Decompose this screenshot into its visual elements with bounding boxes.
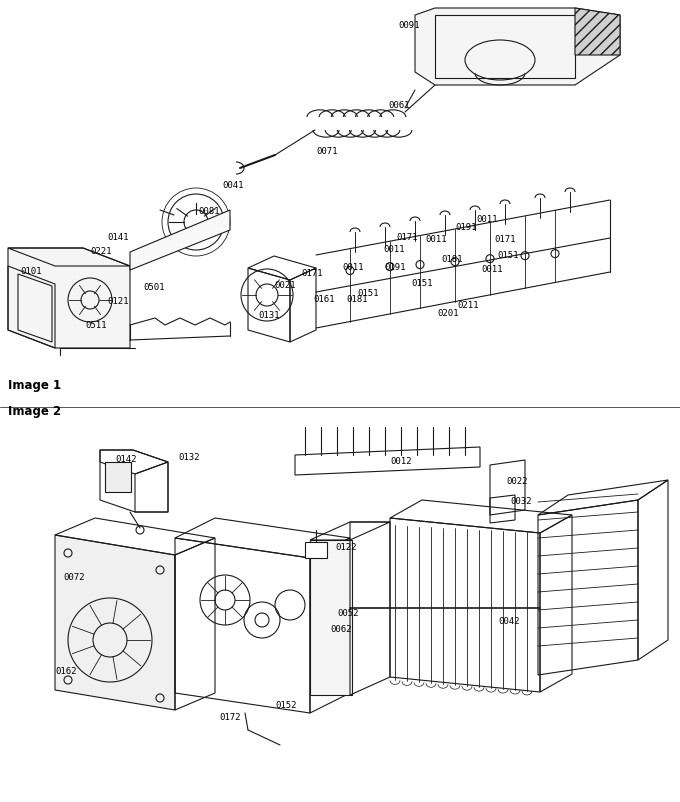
Polygon shape (415, 8, 620, 85)
Polygon shape (575, 8, 620, 55)
Text: 0152: 0152 (275, 702, 296, 711)
Bar (105, 462, 131, 492)
Text: 0511: 0511 (85, 321, 107, 330)
Text: 0131: 0131 (258, 311, 279, 321)
Text: 0162: 0162 (55, 667, 76, 677)
Polygon shape (8, 248, 130, 348)
Text: 0132: 0132 (178, 453, 199, 463)
Text: Image 1: Image 1 (8, 379, 61, 392)
Text: 0181: 0181 (441, 256, 462, 265)
Text: 0032: 0032 (510, 496, 532, 505)
Text: 0101: 0101 (20, 266, 41, 276)
Text: 0121: 0121 (107, 297, 129, 306)
Text: 0021: 0021 (274, 281, 296, 290)
Text: 0042: 0042 (498, 618, 520, 626)
Text: 0041: 0041 (222, 180, 243, 189)
Text: 0181: 0181 (346, 295, 367, 305)
Text: 0201: 0201 (437, 310, 458, 318)
Text: 0122: 0122 (335, 542, 356, 552)
Text: 0072: 0072 (63, 573, 84, 581)
Text: 0091: 0091 (398, 21, 420, 30)
Text: 0221: 0221 (90, 248, 112, 257)
Text: 0011: 0011 (342, 262, 364, 272)
Bar (305, 542, 327, 558)
Bar (310, 540, 352, 695)
Text: 0191: 0191 (384, 264, 405, 273)
Text: 0211: 0211 (457, 301, 479, 310)
Polygon shape (130, 210, 230, 270)
Text: 0191: 0191 (455, 224, 477, 233)
Text: 0012: 0012 (390, 457, 411, 467)
Text: 0501: 0501 (143, 283, 165, 293)
Text: 0171: 0171 (494, 236, 515, 245)
Text: 0161: 0161 (313, 295, 335, 305)
Text: 0011: 0011 (481, 265, 503, 274)
Text: 0011: 0011 (425, 236, 447, 245)
Text: Image 2: Image 2 (8, 405, 61, 418)
Text: 0151: 0151 (497, 250, 518, 260)
Text: 0171: 0171 (301, 269, 322, 278)
Text: 0071: 0071 (316, 148, 337, 156)
Text: 0022: 0022 (506, 477, 528, 487)
Text: 0011: 0011 (476, 216, 498, 225)
Text: 0171: 0171 (396, 233, 418, 242)
Polygon shape (55, 535, 175, 710)
Text: 0141: 0141 (107, 233, 129, 242)
Text: 0011: 0011 (383, 245, 405, 254)
Text: 0172: 0172 (219, 714, 241, 723)
Text: 0061: 0061 (388, 100, 409, 110)
Text: 0151: 0151 (357, 290, 379, 298)
Text: 0142: 0142 (115, 456, 137, 464)
Text: 0062: 0062 (330, 626, 352, 634)
Text: 0052: 0052 (337, 610, 358, 618)
Text: 0151: 0151 (411, 280, 432, 289)
Text: 0081: 0081 (198, 208, 220, 217)
